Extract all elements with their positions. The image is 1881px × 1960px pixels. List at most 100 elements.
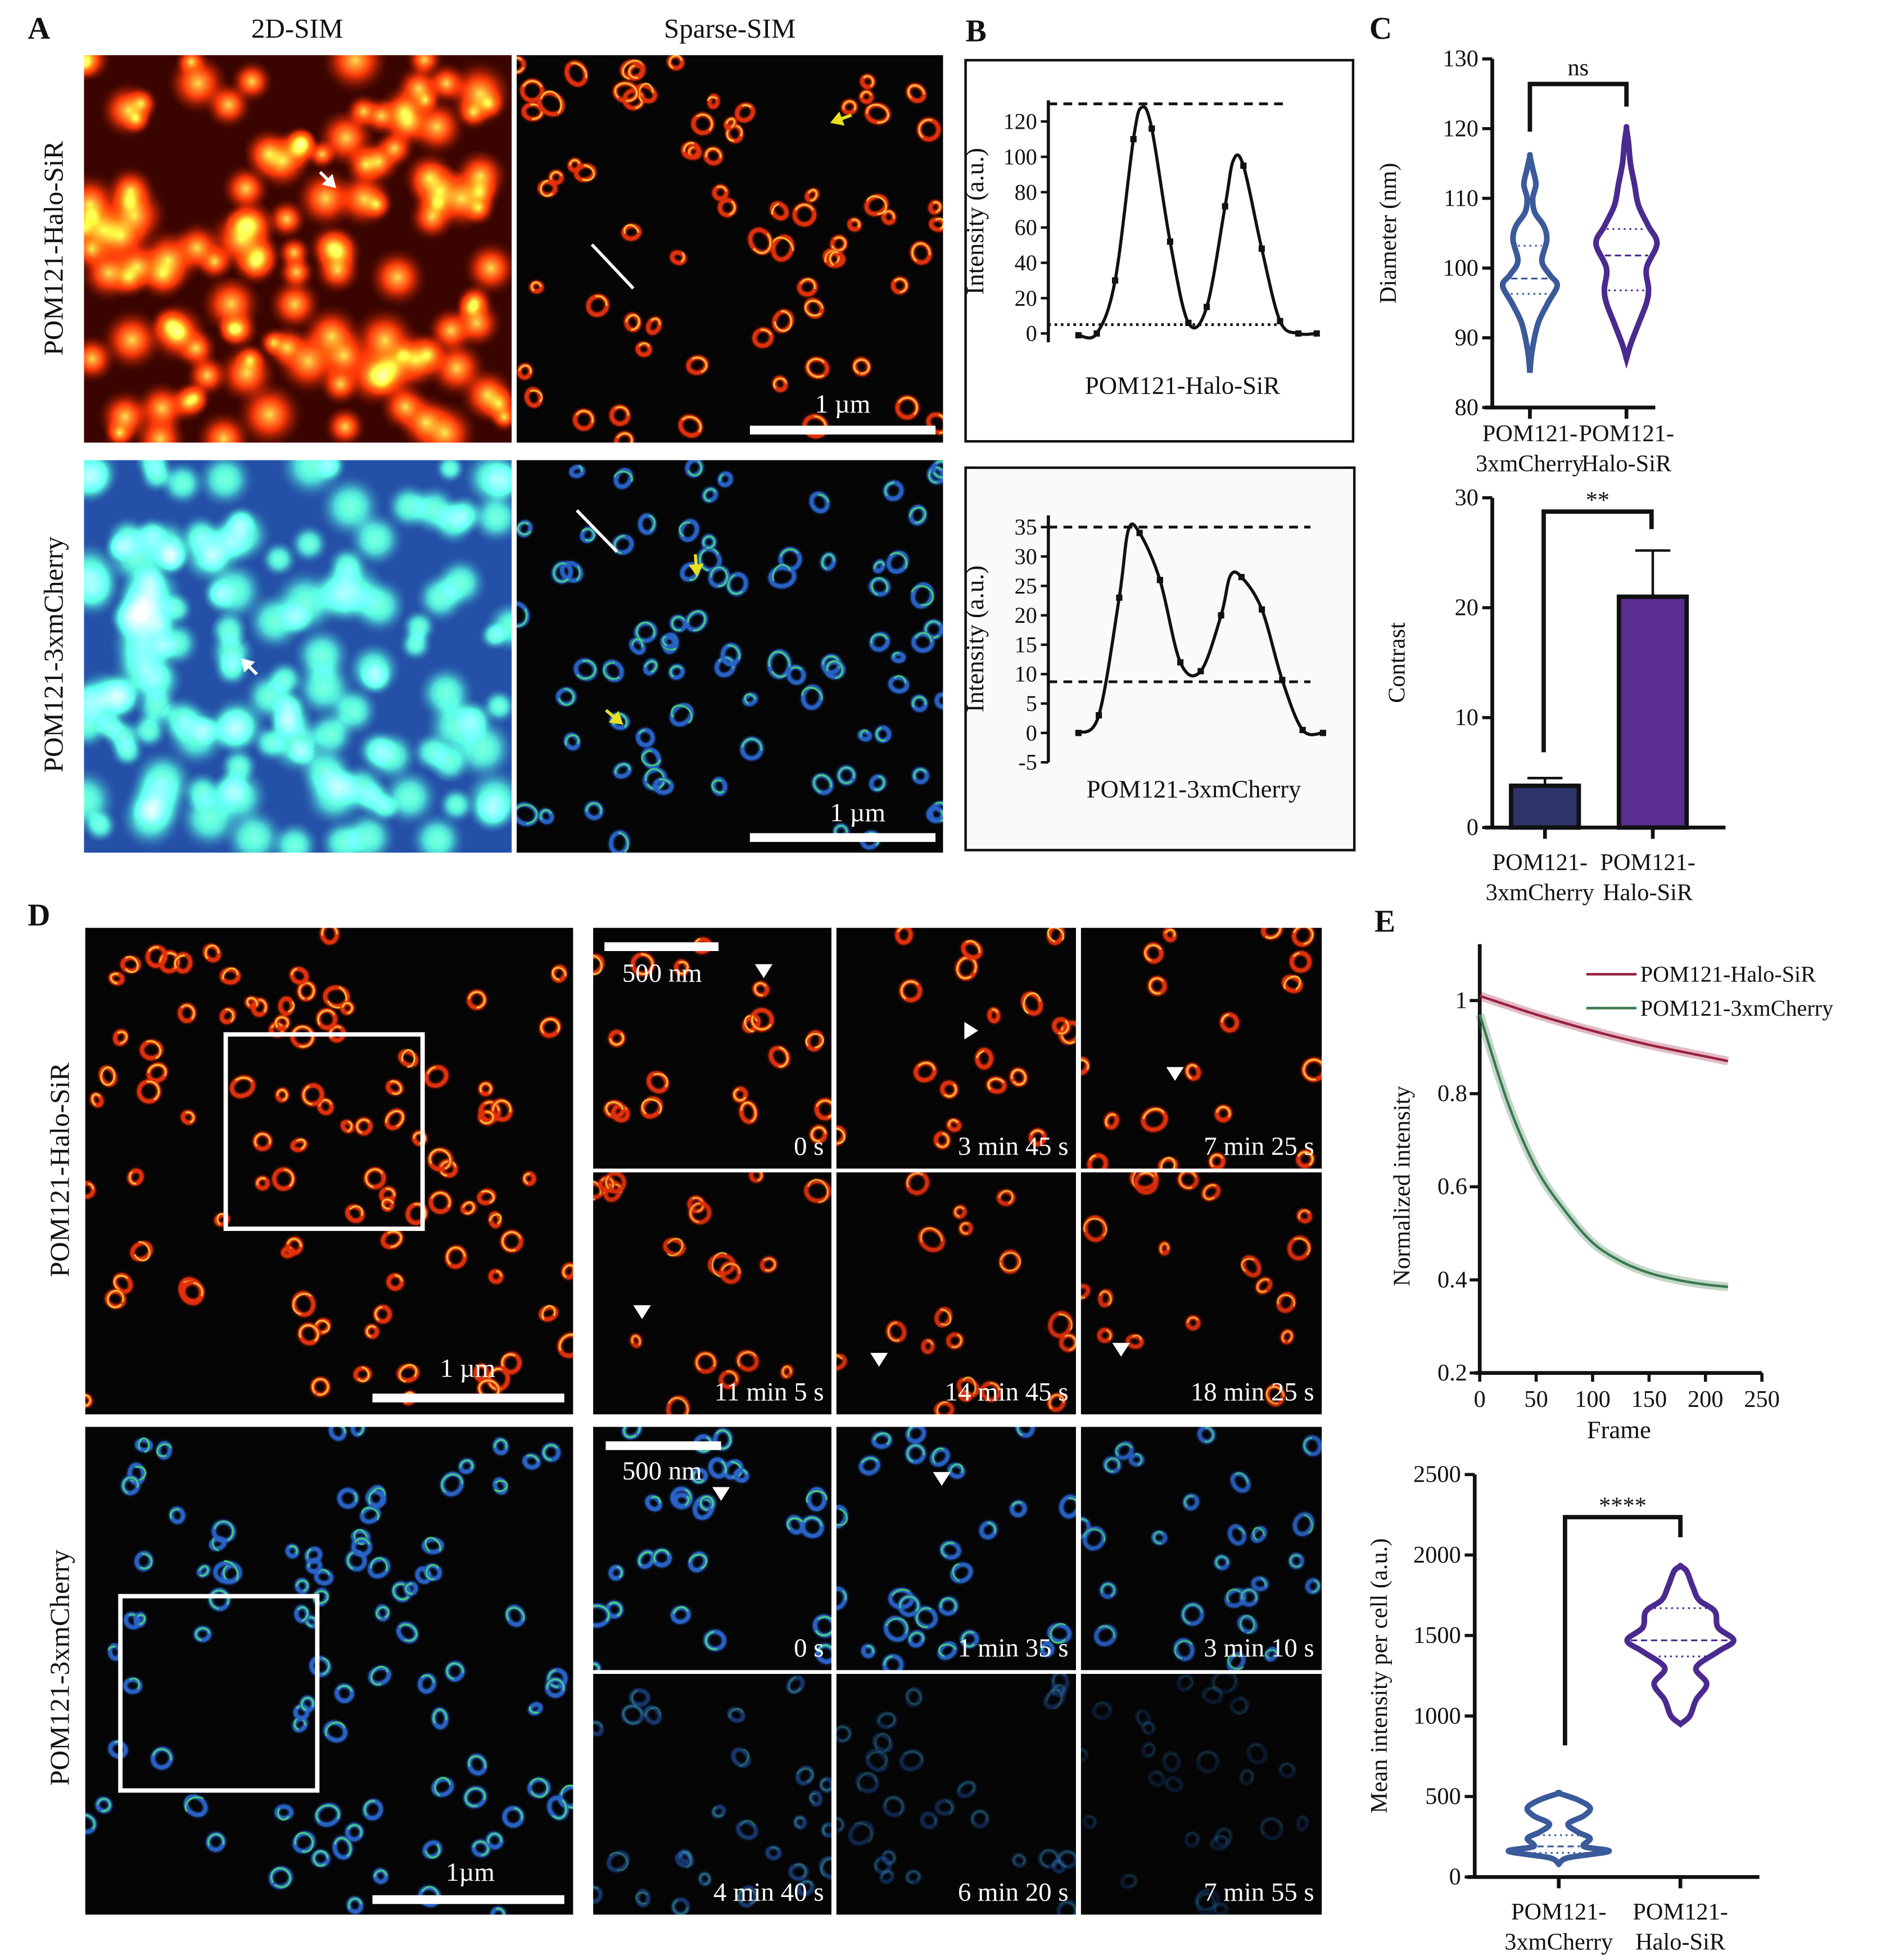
y-tick-label: 0.8 [1437, 1080, 1467, 1107]
time-stamp: 7 min 25 s [1204, 1131, 1314, 1161]
violin [1624, 1563, 1737, 1728]
bar [1616, 594, 1689, 830]
data-point [1075, 332, 1082, 338]
significance-bracket [1527, 82, 1629, 132]
data-point [1075, 730, 1082, 736]
data-point [1116, 594, 1123, 601]
data-point [1177, 659, 1184, 666]
panel-letter-c: C [1369, 12, 1392, 47]
arrowhead-icon [712, 1487, 730, 1501]
fit-curve [1077, 522, 1323, 736]
data-point [1130, 136, 1137, 143]
column-header-2d-sim: 2D-SIM [251, 12, 343, 44]
fit-curve [1078, 105, 1317, 340]
microscopy-overview-cherry [85, 1427, 573, 1915]
arrowhead-icon [1166, 1067, 1184, 1081]
timelapse-tile-cherry [593, 1427, 831, 1671]
x-tick-label: Halo-SiR [1603, 880, 1693, 906]
timelapse-tile-halo [1080, 927, 1322, 1169]
y-axis-label: Mean intensity per cell (a.u.) [1366, 1538, 1392, 1814]
y-tick-label: 25 [1015, 573, 1037, 599]
arrow-icon [241, 658, 258, 676]
data-point [1295, 330, 1302, 337]
x-tick-label: Halo-SiR [1635, 1929, 1726, 1956]
time-stamp: 6 min 20 s [958, 1877, 1069, 1907]
x-tick-label: 50 [1524, 1386, 1548, 1413]
microscopy-sparse-sim-halo [517, 55, 943, 443]
data-point [1136, 529, 1143, 536]
legend-label: POM121-Halo-SiR [1640, 962, 1816, 987]
panel-letter-a: A [28, 12, 51, 47]
y-tick-label: 0.2 [1437, 1360, 1467, 1386]
arrowhead-icon [870, 1352, 888, 1367]
x-tick-label: POM121- [1511, 1899, 1607, 1925]
scale-bar-label: 1µm [446, 1857, 495, 1887]
y-tick-label: 120 [1443, 115, 1478, 142]
data-point [1096, 712, 1102, 719]
timelapse-tile-cherry [1080, 1673, 1322, 1915]
y-tick-label: 0 [1026, 321, 1037, 346]
data-point [1313, 330, 1320, 337]
significance-bracket [1541, 509, 1654, 753]
y-tick-label: 110 [1444, 185, 1478, 211]
time-stamp: 1 min 35 s [958, 1632, 1069, 1663]
y-tick-label: 60 [1015, 215, 1037, 240]
scale-bar-label: 1 µm [440, 1352, 496, 1383]
time-stamp: 18 min 25 s [1190, 1377, 1314, 1407]
data-point [1156, 577, 1163, 583]
timelapse-tile-halo [836, 927, 1076, 1169]
time-stamp: 11 min 5 s [714, 1377, 824, 1407]
x-tick-label: 3xmCherry [1504, 1929, 1613, 1956]
y-tick-label: 2000 [1413, 1542, 1461, 1568]
x-tick-label: POM121- [1493, 849, 1588, 876]
microscopy-sparse-sim-cherry [517, 460, 943, 853]
y-tick-label: 15 [1015, 632, 1037, 657]
y-tick-label: 20 [1015, 603, 1037, 628]
arrowhead-icon [964, 1022, 978, 1040]
y-tick-label: 100 [1003, 144, 1037, 169]
x-tick-label: 100 [1575, 1386, 1611, 1413]
arrowhead-icon [754, 964, 773, 978]
data-point [1259, 606, 1265, 613]
x-tick-label: POM121- [1579, 420, 1674, 447]
timelapse-tile-cherry [836, 1673, 1076, 1915]
zoom-region-box [223, 1032, 425, 1231]
y-tick-label: 30 [1455, 485, 1478, 511]
panel-letter-b: B [965, 15, 987, 49]
data-point [1222, 203, 1228, 210]
timelapse-tile-cherry [1080, 1427, 1322, 1671]
data-point [1185, 319, 1192, 326]
scale-bar-label: 1 µm [830, 797, 886, 828]
line-profile-marker [576, 509, 618, 553]
series-line [1479, 994, 1729, 1062]
microscopy-2d-sim-halo [84, 55, 512, 443]
significance-label: ** [1586, 487, 1609, 513]
x-tick-label: POM121- [1482, 420, 1578, 447]
profile-box-halo [964, 58, 1355, 443]
y-tick-label: 1000 [1413, 1703, 1461, 1729]
y-tick-label: 0 [1449, 1864, 1461, 1890]
panel-letter-e: E [1374, 905, 1396, 939]
y-axis-label: Intensity (a.u.) [961, 148, 989, 295]
x-axis-label: POM121-3xmCherry [1087, 775, 1301, 803]
violin [1593, 124, 1660, 369]
arrowhead-icon [933, 1472, 951, 1486]
y-tick-label: 120 [1003, 109, 1037, 134]
y-tick-label: 1 [1455, 987, 1467, 1013]
data-point [1149, 125, 1155, 132]
data-point [1166, 238, 1173, 245]
significance-label: **** [1599, 1492, 1647, 1519]
x-tick-label: 150 [1631, 1386, 1667, 1413]
time-stamp: 4 min 40 s [713, 1877, 824, 1907]
x-tick-label: POM121- [1600, 849, 1695, 876]
significance-bracket [1563, 1515, 1683, 1746]
y-tick-label: -5 [1018, 750, 1037, 775]
data-point [1240, 162, 1247, 169]
microscopy-2d-sim-cherry [84, 460, 512, 853]
timelapse-tile-halo [1080, 1172, 1322, 1415]
y-tick-label: 5 [1026, 691, 1037, 716]
timelapse-tile-halo [593, 1172, 831, 1415]
y-tick-label: 20 [1455, 595, 1478, 621]
